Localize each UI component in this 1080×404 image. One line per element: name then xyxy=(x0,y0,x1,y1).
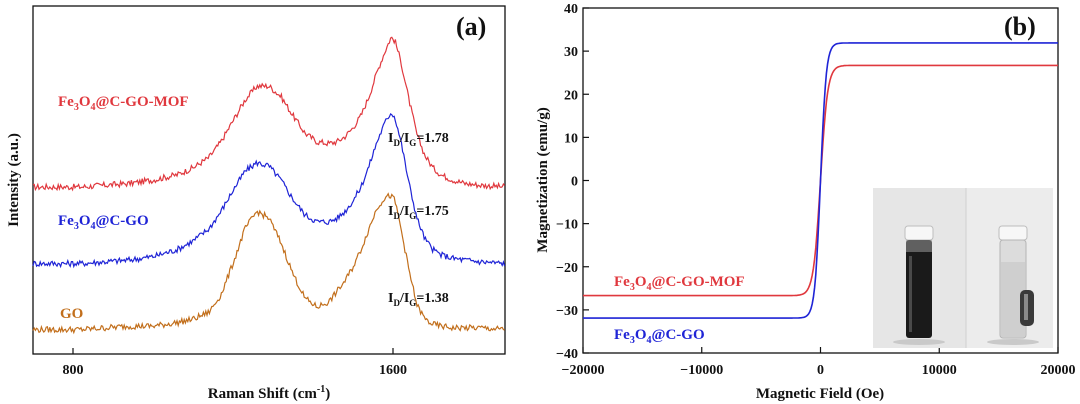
mh-curve-go_c xyxy=(583,42,1058,319)
panel-b-y-tick-label: 30 xyxy=(564,45,578,60)
panel-a-x-tick-label-800: 800 xyxy=(63,363,84,378)
ratio-sub: G xyxy=(409,298,416,308)
vial-left-body xyxy=(906,240,932,338)
panel-b-y-tick-label: 10 xyxy=(564,131,578,146)
panel-b-y-tick-label: −30 xyxy=(556,304,578,319)
panel-b-y-tick-label: −10 xyxy=(556,218,578,233)
ratio-sub: G xyxy=(409,138,416,148)
panel-b-x-tick-label: −10000 xyxy=(680,363,723,378)
panel-a-label-mof: Fe3O4@C-GO-MOF xyxy=(58,94,189,113)
panel-b-x-tick-label: −20000 xyxy=(562,363,605,378)
label-sub: 4 xyxy=(91,221,96,232)
label-sub: 3 xyxy=(74,102,79,113)
inset-photo xyxy=(873,188,1053,348)
label-sub: 3 xyxy=(630,335,635,346)
ratio-part: I xyxy=(388,204,393,219)
magnet-shine xyxy=(1024,294,1028,320)
raman-spectrum-go_c xyxy=(32,112,506,269)
ratio-label-go-c: ID/IG=1.75 xyxy=(388,204,449,221)
raman-spectrum-go xyxy=(32,192,505,335)
ratio-part: =1.75 xyxy=(416,204,448,219)
panel-b-x-tick-label: 0 xyxy=(817,363,824,378)
panel-b-y-tick-label: 20 xyxy=(564,88,578,103)
label-part: @C-GO xyxy=(96,213,149,229)
label-part: @C-GO-MOF xyxy=(96,94,189,110)
label-part: Fe xyxy=(58,213,74,229)
label-sub: 3 xyxy=(74,221,79,232)
ratio-part: =1.78 xyxy=(416,131,448,146)
panel-b-y-axis-title: Magnetization (emu/g) xyxy=(535,107,551,252)
ratio-part: /I xyxy=(399,291,409,306)
inset-shadow-left xyxy=(893,339,945,345)
raman-spectrum-mof xyxy=(32,36,506,192)
panel-b-y-tick-label: 0 xyxy=(571,175,578,190)
ratio-sub: G xyxy=(409,211,416,221)
label-sub: 4 xyxy=(647,335,652,346)
panel-b-ticks-group: −20000 −10000 0 10000 20000 −40 −30 −20 −10 0 10 20… xyxy=(556,2,1075,378)
panel-a-x-tick-label-1600: 1600 xyxy=(379,363,407,378)
ratio-sub: D xyxy=(393,138,400,148)
label-sub: 4 xyxy=(91,102,96,113)
label-part: O xyxy=(79,94,91,110)
ratio-part: /I xyxy=(399,204,409,219)
panel-a-label-go: GO xyxy=(60,306,83,322)
label-part: Fe xyxy=(58,94,74,110)
label-part: Fe xyxy=(614,327,630,343)
label-part: O xyxy=(79,213,91,229)
panel-b-x-axis-title: Magnetic Field (Oe) xyxy=(756,386,884,402)
panel-b-y-tick-label: 40 xyxy=(564,2,578,17)
label-part: Fe xyxy=(614,274,630,290)
ratio-part: I xyxy=(388,291,393,306)
panel-a-label-go-c: Fe3O4@C-GO xyxy=(58,213,149,232)
panel-a-x-axis-title: Raman Shift (cm-1) xyxy=(208,384,331,402)
vial-left-highlight xyxy=(909,256,912,332)
ratio-part: =1.38 xyxy=(416,291,448,306)
panel-b-label-mof: Fe3O4@C-GO-MOF xyxy=(614,274,745,293)
label-part: @C-GO xyxy=(652,327,705,343)
vial-left-neck xyxy=(906,240,932,252)
ratio-sub: D xyxy=(393,211,400,221)
panel-a-series-group xyxy=(32,36,506,335)
panel-b-label-go-c: Fe3O4@C-GO xyxy=(614,327,705,346)
label-part: O xyxy=(635,327,647,343)
label-part: O xyxy=(635,274,647,290)
ratio-label-go: ID/IG=1.38 xyxy=(388,291,449,308)
panel-a: (a) 800 1600 Raman Shift (cm-1) Intensit… xyxy=(6,5,506,402)
ratio-sub: D xyxy=(393,298,400,308)
panel-b-x-tick-label: 20000 xyxy=(1041,363,1076,378)
vial-left-cap xyxy=(904,225,934,241)
panel-b-y-tick-label: −40 xyxy=(556,347,578,362)
label-sub: 4 xyxy=(647,282,652,293)
panel-b-y-tick-label: −20 xyxy=(556,261,578,276)
panel-a-y-axis-title: Intensity (a.u.) xyxy=(6,133,22,227)
panel-a-x-axis-title-main: Raman Shift (cm xyxy=(208,386,318,402)
vial-right-cap xyxy=(998,225,1028,241)
ratio-part: /I xyxy=(399,131,409,146)
panel-a-frame xyxy=(32,5,506,355)
label-sub: 3 xyxy=(630,282,635,293)
panel-b-x-tick-label: 10000 xyxy=(922,363,957,378)
panel-b: −20000 −10000 0 10000 20000 −40 −30 −20 −10 0 10 20… xyxy=(535,2,1076,402)
ratio-part: I xyxy=(388,131,393,146)
label-part: @C-GO-MOF xyxy=(652,274,745,290)
panel-a-x-axis-title-sup: -1 xyxy=(317,384,325,395)
panel-b-series-group xyxy=(583,42,1058,319)
inset-shadow-right xyxy=(987,339,1039,345)
ratio-label-mof: ID/IG=1.78 xyxy=(388,131,449,148)
panel-a-label: (a) xyxy=(456,12,486,41)
panel-a-x-axis-title-end: ) xyxy=(325,386,330,402)
panel-b-label: (b) xyxy=(1004,12,1036,41)
